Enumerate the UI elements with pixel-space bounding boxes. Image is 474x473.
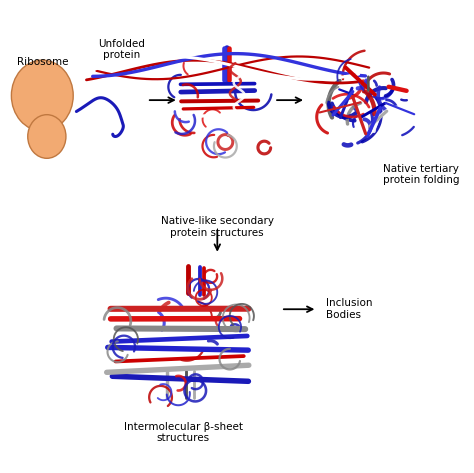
Ellipse shape <box>11 60 73 131</box>
Text: Unfolded
protein: Unfolded protein <box>99 39 146 61</box>
Text: Native-like secondary
protein structures: Native-like secondary protein structures <box>161 216 274 237</box>
Text: Inclusion
Bodies: Inclusion Bodies <box>327 298 373 320</box>
Text: Intermolecular β-sheet
structures: Intermolecular β-sheet structures <box>124 422 243 443</box>
Ellipse shape <box>28 114 66 158</box>
Text: Native tertiary
protein folding: Native tertiary protein folding <box>383 164 460 185</box>
Text: Ribosome: Ribosome <box>17 57 68 67</box>
